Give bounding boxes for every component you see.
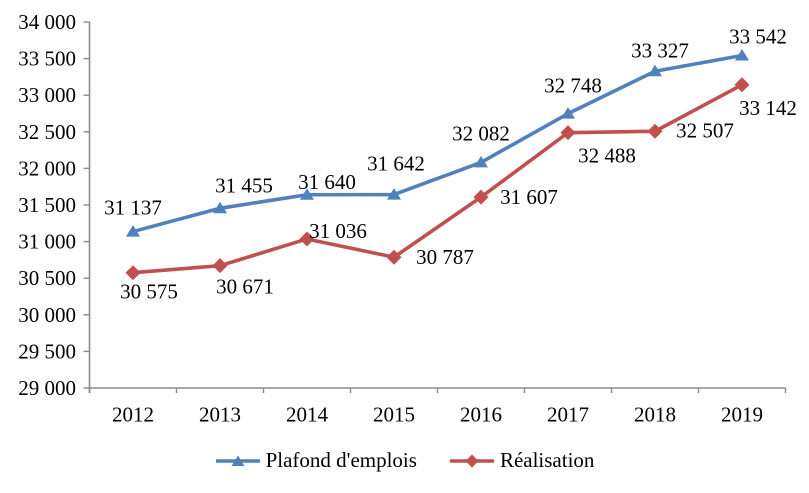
- chart-legend: Plafond d'emplois Réalisation: [0, 448, 809, 473]
- x-axis-tick-label: 2016: [460, 403, 502, 427]
- data-point-marker[interactable]: [299, 231, 315, 247]
- data-point-marker[interactable]: [648, 64, 662, 77]
- x-axis-tick-label: 2013: [199, 403, 241, 427]
- data-point-marker[interactable]: [734, 77, 750, 93]
- y-axis-tick-label: 30 500: [18, 266, 76, 290]
- data-point-marker[interactable]: [647, 123, 663, 139]
- x-axis-tick-label: 2014: [286, 403, 329, 427]
- data-point-marker[interactable]: [126, 225, 140, 237]
- x-axis-tick-label: 2012: [112, 403, 154, 427]
- legend-item[interactable]: Plafond d'emplois: [215, 448, 417, 473]
- x-axis-tick-label: 2019: [721, 403, 763, 427]
- y-axis-tick-label: 32 000: [18, 156, 76, 180]
- data-point-marker[interactable]: [473, 189, 489, 205]
- series-line-triangle: [131, 53, 744, 234]
- data-point-label: 32 507: [676, 118, 734, 142]
- data-point-marker[interactable]: [125, 265, 141, 281]
- legend-triangle-line-icon: [215, 455, 260, 466]
- data-point-label: 32 748: [544, 74, 602, 98]
- x-axis-tick-label: 2015: [373, 403, 415, 427]
- data-point-label: 32 488: [578, 144, 636, 168]
- data-point-label: 31 036: [309, 219, 367, 243]
- data-point-label: 31 137: [104, 196, 162, 220]
- y-axis-tick-label: 33 000: [18, 83, 76, 107]
- y-axis-tick-label: 29 000: [18, 376, 76, 400]
- data-point-marker[interactable]: [387, 188, 401, 200]
- data-point-marker[interactable]: [213, 201, 227, 214]
- data-point-marker[interactable]: [561, 107, 575, 119]
- y-axis-tick-label: 30 000: [18, 303, 76, 327]
- data-point-label: 30 787: [416, 245, 474, 269]
- data-point-label: 33 142: [739, 96, 797, 120]
- data-point-marker[interactable]: [735, 49, 749, 61]
- y-axis-tick-label: 31 000: [18, 230, 76, 254]
- y-axis-tick-label: 31 500: [18, 193, 76, 217]
- data-point-label: 31 640: [298, 170, 356, 194]
- data-point-marker[interactable]: [386, 249, 402, 265]
- data-point-marker[interactable]: [300, 188, 314, 200]
- x-axis-tick-label: 2017: [547, 403, 589, 427]
- x-axis-tick-label: 2018: [634, 403, 676, 427]
- y-axis-tick-label: 29 500: [18, 339, 76, 363]
- data-point-label: 31 607: [500, 185, 558, 209]
- data-point-label: 31 455: [215, 173, 273, 197]
- data-point-marker[interactable]: [560, 125, 576, 141]
- data-point-label: 30 575: [120, 280, 178, 304]
- legend-label: Réalisation: [499, 448, 595, 472]
- data-point-label: 33 327: [631, 38, 689, 62]
- series-line-diamond: [131, 83, 744, 275]
- data-point-label: 31 642: [367, 152, 425, 176]
- data-point-label: 33 542: [729, 25, 787, 49]
- y-axis-tick-label: 32 500: [18, 120, 76, 144]
- legend-label: Plafond d'emplois: [265, 448, 417, 472]
- data-point-label: 32 082: [452, 121, 510, 145]
- y-axis-tick-label: 34 000: [18, 10, 76, 34]
- data-point-marker[interactable]: [474, 155, 488, 168]
- data-point-label: 30 671: [216, 275, 274, 299]
- legend-item[interactable]: Réalisation: [449, 448, 594, 473]
- y-axis-tick-label: 33 500: [18, 47, 76, 71]
- data-point-marker[interactable]: [212, 258, 228, 274]
- legend-diamond-line-icon: [449, 454, 494, 467]
